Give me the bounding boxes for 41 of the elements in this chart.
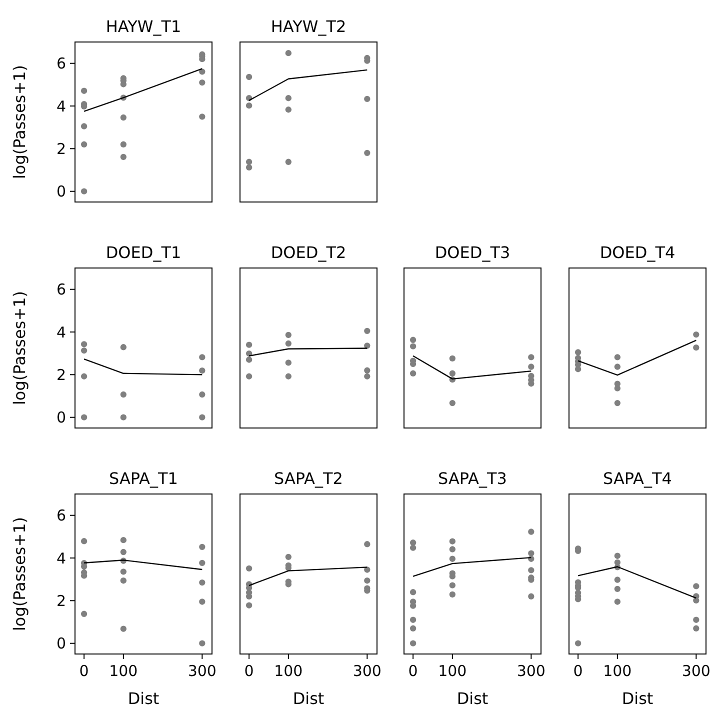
x-tick-label: 100 (438, 662, 467, 680)
y-tick-label: 0 (56, 634, 66, 653)
y-tick-label: 2 (56, 366, 66, 384)
x-tick-label: 300 (682, 662, 710, 680)
y-axis-title: log(Passes+1) (10, 290, 29, 406)
x-tick-label: 300 (188, 662, 216, 680)
chart-title: DOED_T2 (270, 243, 346, 262)
y-tick-label: 2 (56, 140, 66, 158)
x-tick-label: 300 (516, 662, 546, 680)
y-tick-label: 6 (56, 280, 66, 299)
x-tick-label: 0 (573, 662, 583, 680)
chart-title: HAYW_T2 (270, 17, 346, 36)
chart-title: SAPA_T4 (603, 469, 672, 488)
x-tick-label: 100 (109, 662, 138, 680)
y-tick-label: 0 (56, 182, 66, 201)
chart-title: DOED_T3 (434, 243, 510, 262)
x-axis-title: Dist (622, 689, 654, 708)
chart-title: DOED_T4 (600, 243, 676, 262)
chart-title: SAPA_T1 (109, 469, 178, 488)
chart-title: SAPA_T3 (438, 469, 507, 488)
y-tick-label: 6 (56, 506, 66, 525)
x-tick-label: 0 (79, 662, 89, 680)
y-tick-label: 4 (56, 549, 66, 568)
x-axis-title: Dist (456, 689, 488, 708)
y-tick-label: 6 (56, 54, 66, 73)
x-axis-title: Dist (128, 689, 160, 708)
x-tick-label: 0 (244, 662, 254, 680)
x-tick-label: 100 (274, 662, 303, 680)
x-tick-label: 100 (603, 662, 632, 680)
y-tick-label: 0 (56, 408, 66, 427)
chart-title: HAYW_T1 (106, 17, 182, 36)
y-tick-label: 4 (56, 97, 66, 116)
chart-title: SAPA_T2 (274, 469, 343, 488)
x-tick-label: 0 (408, 662, 418, 680)
chart-title: DOED_T1 (106, 243, 182, 262)
y-axis-title: log(Passes+1) (10, 64, 29, 180)
x-axis-title: Dist (292, 689, 324, 708)
y-tick-label: 4 (56, 323, 66, 342)
y-axis-title: log(Passes+1) (10, 516, 29, 632)
y-tick-label: 2 (56, 592, 66, 610)
x-tick-label: 300 (352, 662, 382, 680)
